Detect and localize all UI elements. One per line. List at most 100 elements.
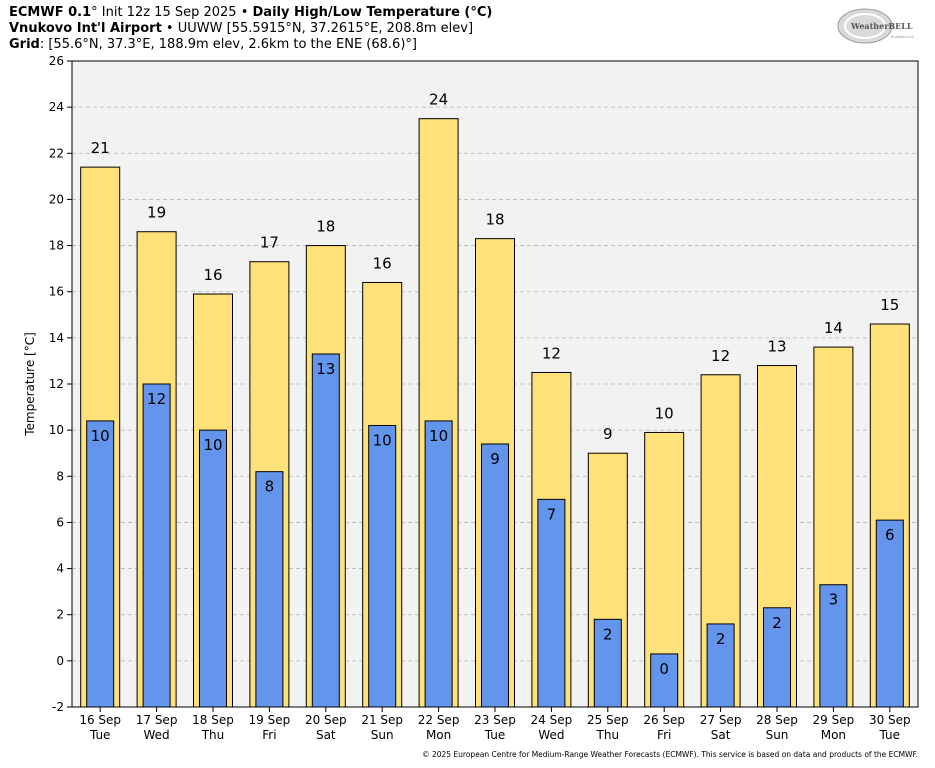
high-temp-label: 18: [316, 218, 335, 236]
high-temp-label: 24: [429, 91, 448, 109]
grid-details: : [55.6°N, 37.3°E, 188.9m elev, 2.6km to…: [39, 37, 417, 52]
y-tick-label: 16: [49, 285, 64, 299]
x-tick-label-weekday: Wed: [144, 728, 170, 742]
chart-header-line-3: Grid: [55.6°N, 37.3°E, 188.9m elev, 2.6k…: [9, 37, 417, 53]
low-temp-bar: [706, 623, 735, 708]
low-temp-bar: [650, 653, 679, 708]
low-temp-label: 2: [716, 630, 726, 648]
low-temp-bar: [537, 498, 566, 708]
low-temp-bar: [875, 519, 904, 708]
low-temp-label: 2: [603, 625, 613, 643]
x-tick-label-date: 20 Sep: [305, 713, 347, 727]
chart-header-line-1: ECMWF 0.1° Init 12z 15 Sep 2025 • Daily …: [9, 5, 492, 21]
init-time: Init 12z 15 Sep 2025: [97, 5, 237, 20]
logo-tagline: Analytics LLC: [891, 35, 915, 39]
low-temp-bar: [481, 443, 509, 708]
x-tick-label-weekday: Sun: [371, 728, 394, 742]
low-temp-bar: [311, 353, 340, 708]
station-name: Vnukovo Int'l Airport: [9, 21, 162, 36]
low-temp-label: 10: [429, 427, 448, 445]
y-tick-label: 22: [49, 146, 64, 160]
station-details: • UUWW [55.5915°N, 37.2615°E, 208.8m ele…: [161, 21, 474, 36]
x-tick-label-weekday: Fri: [657, 728, 671, 742]
y-tick-label: 18: [49, 239, 64, 253]
x-tick-label-weekday: Tue: [484, 728, 506, 742]
x-tick-label-date: 21 Sep: [361, 713, 403, 727]
low-temp-bar: [424, 420, 453, 708]
high-temp-label: 12: [711, 347, 730, 365]
copyright-footer: © 2025 European Centre for Medium-Range …: [422, 750, 918, 759]
weatherbell-logo: WeatherBELL Analytics LLC: [837, 8, 915, 44]
x-tick-label-weekday: Mon: [426, 728, 451, 742]
low-temp-label: 2: [772, 614, 782, 632]
low-temp-bar: [763, 607, 791, 708]
x-tick-label-date: 22 Sep: [418, 713, 460, 727]
chart-header-line-2: Vnukovo Int'l Airport • UUWW [55.5915°N,…: [9, 21, 473, 37]
y-tick-label: 6: [56, 515, 64, 529]
degree-mark: °: [91, 5, 98, 20]
x-tick-label-date: 19 Sep: [249, 713, 291, 727]
x-tick-label-weekday: Tue: [879, 728, 901, 742]
low-temp-label: 10: [203, 436, 222, 454]
high-temp-label: 9: [603, 425, 613, 443]
y-tick-label: 10: [49, 423, 64, 437]
x-tick-label-weekday: Fri: [262, 728, 276, 742]
separator-bullet: •: [236, 5, 253, 20]
x-tick-label-weekday: Sat: [316, 728, 336, 742]
y-tick-label: 2: [56, 608, 64, 622]
x-tick-label-date: 30 Sep: [869, 713, 911, 727]
x-tick-label-weekday: Sun: [766, 728, 789, 742]
logo-text: WeatherBELL: [850, 21, 913, 31]
x-tick-label-weekday: Thu: [201, 728, 225, 742]
y-tick-label: 24: [49, 100, 64, 114]
y-tick-label: 14: [49, 331, 64, 345]
y-tick-label: 8: [56, 469, 64, 483]
plot-frame: [71, 60, 919, 708]
x-tick-label-date: 25 Sep: [587, 713, 629, 727]
low-temp-bar: [593, 618, 622, 708]
high-temp-label: 21: [91, 139, 110, 157]
low-temp-bar: [368, 425, 397, 708]
x-tick-label-weekday: Thu: [596, 728, 620, 742]
high-temp-label: 17: [260, 234, 279, 252]
y-tick-label: 0: [56, 654, 64, 668]
low-temp-label: 0: [659, 660, 669, 678]
x-tick-label-date: 23 Sep: [474, 713, 516, 727]
model-name: ECMWF 0.1: [9, 5, 92, 20]
low-temp-label: 8: [265, 478, 275, 496]
low-temp-label: 7: [547, 505, 557, 523]
y-tick-label: 20: [49, 192, 64, 206]
high-temp-label: 18: [485, 211, 504, 229]
high-temp-label: 12: [542, 344, 561, 362]
low-temp-label: 10: [373, 432, 392, 450]
x-tick-label-date: 16 Sep: [79, 713, 121, 727]
high-temp-label: 19: [147, 204, 166, 222]
y-tick-label: 12: [49, 377, 64, 391]
low-temp-label: 6: [885, 526, 895, 544]
x-tick-label-date: 24 Sep: [531, 713, 573, 727]
low-temp-label: 13: [316, 360, 335, 378]
high-temp-label: 16: [373, 254, 392, 272]
low-temp-bar: [142, 383, 171, 708]
y-axis-label: Temperature [°C]: [23, 332, 37, 437]
x-tick-label-weekday: Tue: [89, 728, 111, 742]
high-temp-label: 10: [655, 404, 674, 422]
chart-title: Daily High/Low Temperature (°C): [252, 5, 493, 20]
grid-label: Grid: [9, 37, 40, 52]
x-tick-label-date: 26 Sep: [643, 713, 685, 727]
low-temp-bar: [199, 429, 227, 708]
high-temp-label: 13: [767, 338, 786, 356]
low-temp-label: 3: [829, 591, 839, 609]
low-temp-label: 12: [147, 390, 166, 408]
y-tick-label: 26: [49, 54, 64, 68]
low-temp-bar: [86, 420, 115, 708]
x-tick-label-date: 29 Sep: [813, 713, 855, 727]
low-temp-label: 9: [490, 450, 500, 468]
x-tick-label-weekday: Wed: [538, 728, 564, 742]
high-temp-label: 14: [824, 319, 843, 337]
x-tick-label-date: 27 Sep: [700, 713, 742, 727]
x-tick-label-date: 18 Sep: [192, 713, 234, 727]
y-tick-label: -2: [52, 700, 64, 714]
low-temp-label: 10: [91, 427, 110, 445]
